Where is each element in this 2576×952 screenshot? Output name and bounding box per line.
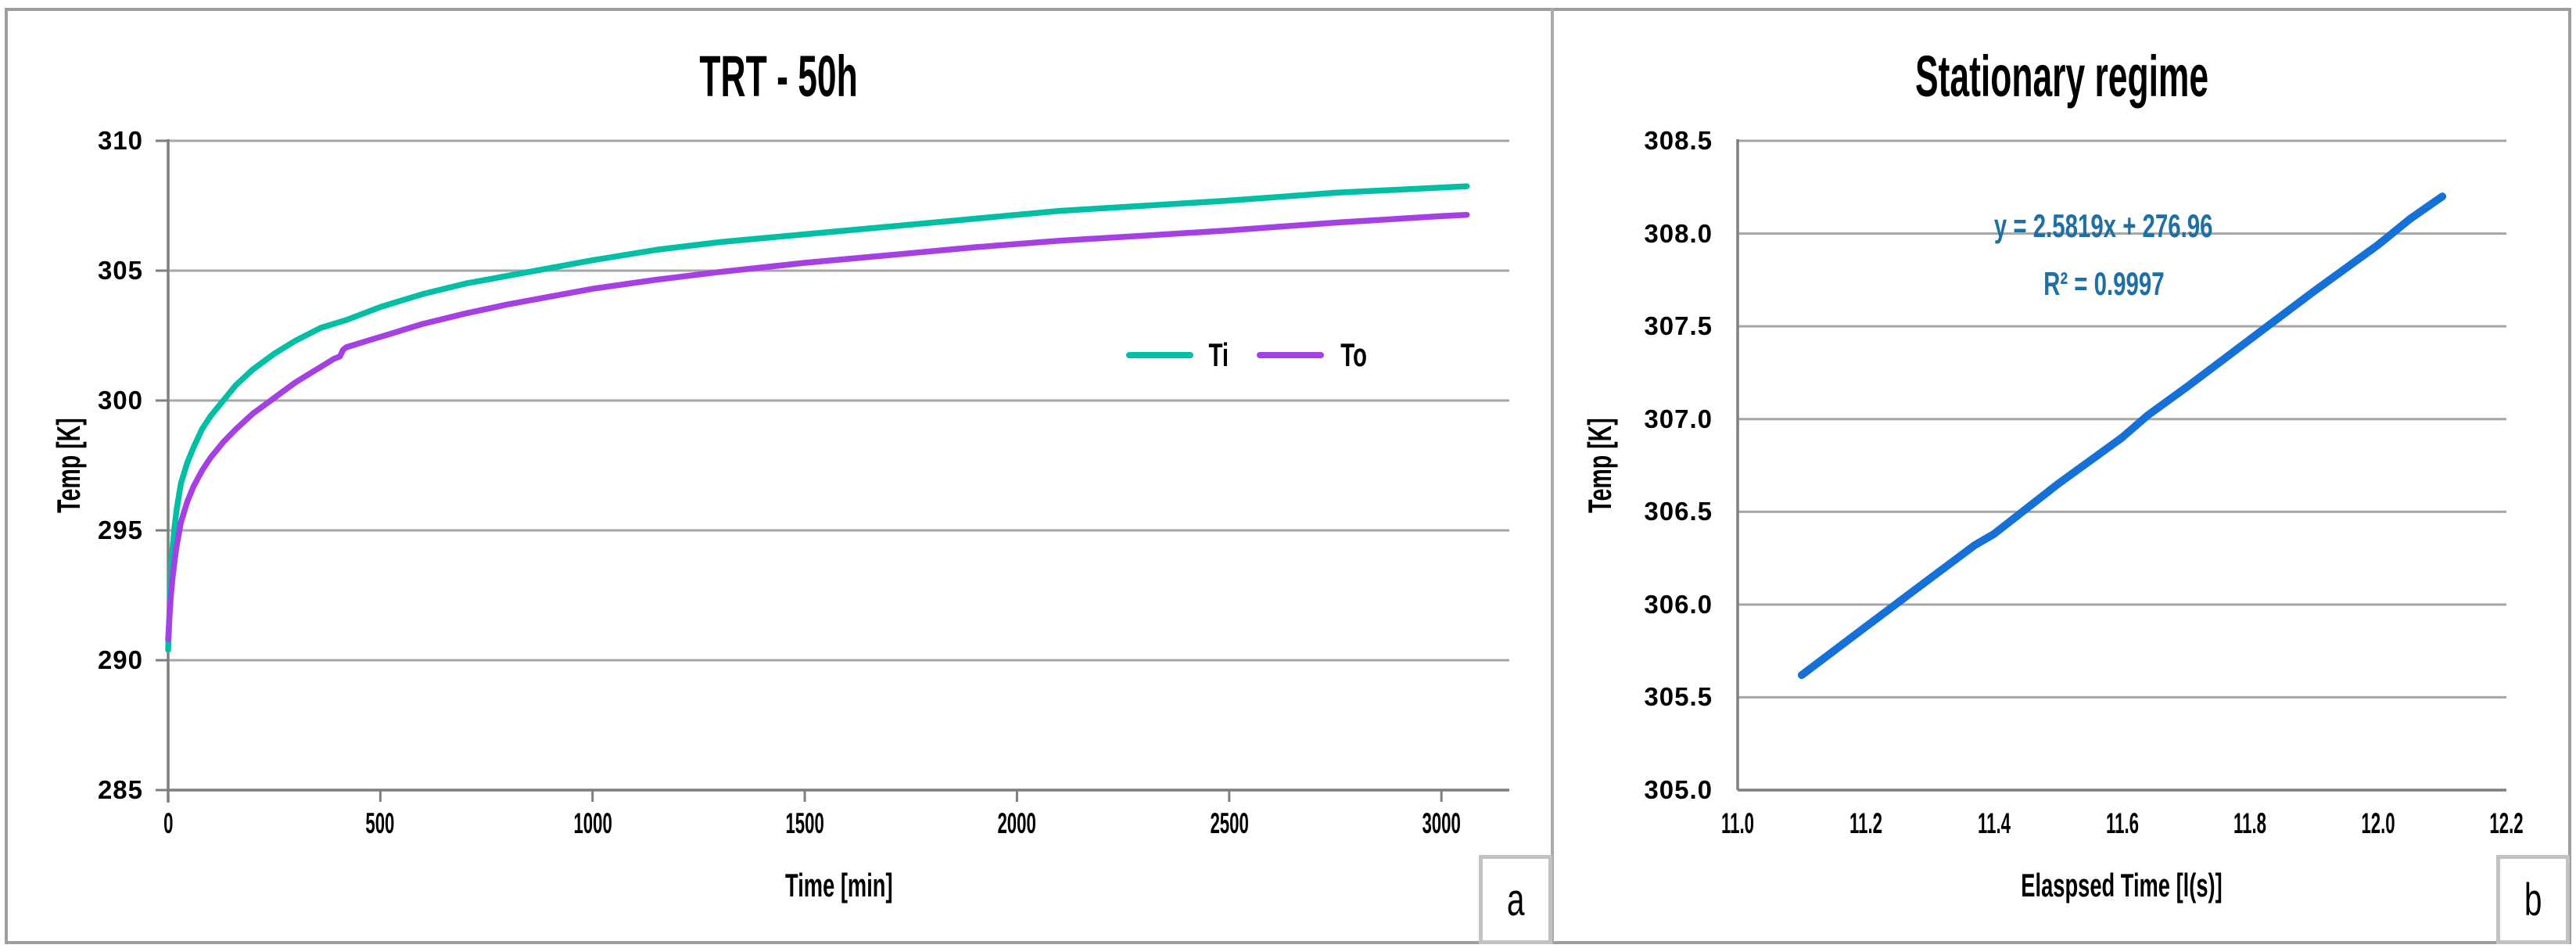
figure-border bbox=[5, 8, 2571, 944]
y-tick-label: 307.0 bbox=[1644, 404, 1713, 433]
y-tick-label: 306.5 bbox=[1644, 497, 1713, 526]
y-tick-label: 300 bbox=[97, 386, 143, 415]
panel-a-label: a bbox=[1506, 874, 1525, 925]
panel-divider bbox=[1551, 8, 1554, 944]
y-tick-label: 306.0 bbox=[1644, 589, 1713, 619]
y-tick-label: 285 bbox=[97, 775, 143, 804]
y-tick-label: 307.5 bbox=[1644, 311, 1713, 341]
legend-label-ti: Ti bbox=[1208, 336, 1229, 373]
x-tick-label: 11.6 bbox=[2105, 807, 2139, 839]
legend-swatch-to bbox=[1256, 352, 1324, 358]
x-tick-label: 11.0 bbox=[1720, 807, 1754, 839]
legend-label-to: To bbox=[1340, 336, 1367, 373]
y-tick-label: 305.0 bbox=[1644, 775, 1713, 804]
chart-b-title: Stationary regime bbox=[1554, 41, 2571, 113]
panel-a-label-box: a bbox=[1479, 855, 1552, 944]
chart-a-title: TRT - 50h bbox=[6, 41, 1551, 113]
panel-b-label: b bbox=[2524, 874, 2542, 925]
chart-b-title-text: Stationary regime bbox=[1915, 44, 2209, 109]
series-line-Ti bbox=[165, 183, 1470, 653]
chart-b-x-axis-label: Elaspsed Time [l(s)] bbox=[2021, 867, 2223, 904]
y-tick-label: 305 bbox=[97, 256, 143, 285]
chart-a-y-axis-label: Temp [K] bbox=[50, 418, 87, 513]
series-line-trendline bbox=[1797, 192, 2447, 679]
y-tick-label: 305.5 bbox=[1644, 682, 1713, 712]
chart-a-legend: Ti To bbox=[1126, 335, 1372, 375]
chart-a-title-text: TRT - 50h bbox=[699, 44, 858, 109]
x-tick-label: 2000 bbox=[997, 807, 1037, 839]
x-tick-label: 11.8 bbox=[2233, 807, 2267, 839]
x-tick-label: 0 bbox=[163, 807, 174, 839]
y-tick-label: 295 bbox=[97, 516, 143, 544]
y-tick-label: 308.0 bbox=[1644, 218, 1713, 248]
y-tick-label: 290 bbox=[97, 645, 143, 674]
y-tick-label: 310 bbox=[97, 126, 143, 155]
x-tick-label: 12.2 bbox=[2489, 807, 2524, 839]
trendline-equation: y = 2.5819x + 276.96 R² = 0.9997 bbox=[1838, 197, 2370, 313]
series-line-To bbox=[165, 211, 1470, 643]
chart-a-x-axis-label: Time [min] bbox=[784, 867, 893, 904]
x-tick-label: 12.0 bbox=[2361, 807, 2395, 839]
x-tick-label: 11.2 bbox=[1849, 807, 1882, 839]
x-tick-label: 3000 bbox=[1422, 807, 1461, 839]
y-tick-label: 308.5 bbox=[1644, 126, 1713, 155]
x-tick-label: 11.4 bbox=[1977, 807, 2011, 839]
legend-swatch-ti bbox=[1126, 352, 1193, 358]
panel-b-label-box: b bbox=[2496, 855, 2570, 944]
x-tick-label: 1500 bbox=[785, 807, 824, 839]
r-squared-line: R² = 0.9997 bbox=[2043, 265, 2165, 302]
x-tick-label: 500 bbox=[365, 807, 395, 839]
x-tick-label: 2500 bbox=[1210, 807, 1249, 839]
x-tick-label: 1000 bbox=[573, 807, 612, 839]
equation-line: y = 2.5819x + 276.96 bbox=[1994, 207, 2213, 244]
